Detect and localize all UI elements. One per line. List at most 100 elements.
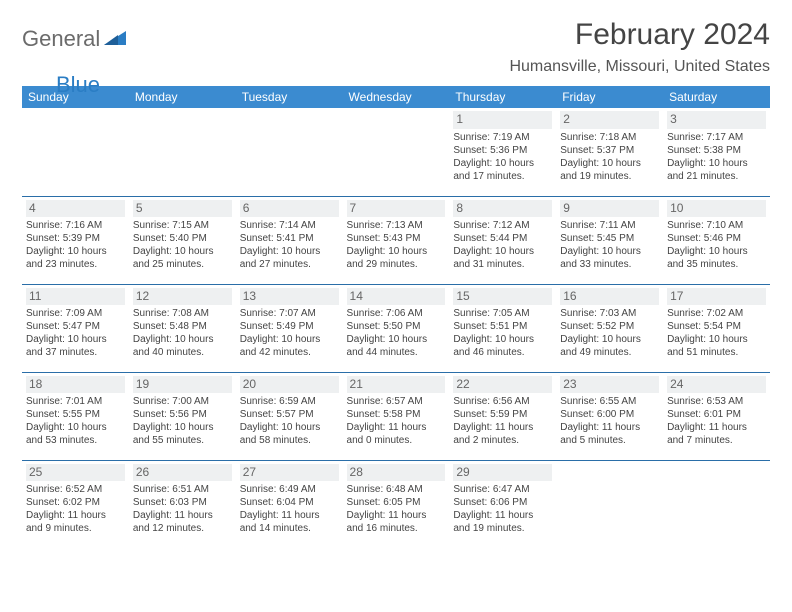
weekday-header: Monday [129, 86, 236, 108]
calendar-day-cell: 23Sunrise: 6:55 AMSunset: 6:00 PMDayligh… [556, 372, 663, 460]
calendar-day-cell [343, 108, 450, 196]
logo-triangle-icon [104, 29, 126, 50]
day-number: 4 [26, 200, 125, 218]
calendar-header-row: SundayMondayTuesdayWednesdayThursdayFrid… [22, 86, 770, 108]
sunset-label: Sunset: 5:56 PM [133, 408, 232, 421]
calendar-day-cell: 1Sunrise: 7:19 AMSunset: 5:36 PMDaylight… [449, 108, 556, 196]
daylight-label: Daylight: 10 hours and 51 minutes. [667, 333, 766, 359]
daylight-label: Daylight: 10 hours and 40 minutes. [133, 333, 232, 359]
calendar-day-cell: 19Sunrise: 7:00 AMSunset: 5:56 PMDayligh… [129, 372, 236, 460]
location-label: Humansville, Missouri, United States [509, 58, 770, 76]
sunset-label: Sunset: 5:50 PM [347, 320, 446, 333]
sunset-label: Sunset: 5:59 PM [453, 408, 552, 421]
sunset-label: Sunset: 5:52 PM [560, 320, 659, 333]
daylight-label: Daylight: 11 hours and 2 minutes. [453, 421, 552, 447]
sunrise-label: Sunrise: 7:12 AM [453, 219, 552, 232]
weekday-header: Thursday [449, 86, 556, 108]
calendar-day-cell: 28Sunrise: 6:48 AMSunset: 6:05 PMDayligh… [343, 460, 450, 548]
page-header: General February 2024 Humansville, Misso… [22, 18, 770, 76]
sunset-label: Sunset: 5:57 PM [240, 408, 339, 421]
sunset-label: Sunset: 5:45 PM [560, 232, 659, 245]
daylight-label: Daylight: 11 hours and 19 minutes. [453, 509, 552, 535]
calendar-week-row: 4Sunrise: 7:16 AMSunset: 5:39 PM Daylight… [22, 196, 770, 284]
calendar-day-cell [22, 108, 129, 196]
logo-text-general: General [22, 26, 100, 52]
daylight-label: Daylight: 10 hours and 27 minutes. [240, 245, 339, 271]
calendar-day-cell [556, 460, 663, 548]
month-title: February 2024 [509, 18, 770, 52]
calendar-day-cell: 21Sunrise: 6:57 AMSunset: 5:58 PMDayligh… [343, 372, 450, 460]
sunrise-label: Sunrise: 6:56 AM [453, 395, 552, 408]
calendar-day-cell: 17Sunrise: 7:02 AMSunset: 5:54 PMDayligh… [663, 284, 770, 372]
calendar-day-cell: 6Sunrise: 7:14 AMSunset: 5:41 PMDaylight… [236, 196, 343, 284]
day-number: 25 [26, 464, 125, 482]
calendar-day-cell: 8Sunrise: 7:12 AMSunset: 5:44 PMDaylight… [449, 196, 556, 284]
calendar-day-cell: 24Sunrise: 6:53 AMSunset: 6:01 PMDayligh… [663, 372, 770, 460]
calendar-day-cell: 5Sunrise: 7:15 AMSunset: 5:40 PMDaylight… [129, 196, 236, 284]
calendar-day-cell: 10Sunrise: 7:10 AMSunset: 5:46 PMDayligh… [663, 196, 770, 284]
daylight-label: Daylight: 11 hours and 12 minutes. [133, 509, 232, 535]
sunset-label: Sunset: 5:47 PM [26, 320, 125, 333]
sunrise-label: Sunrise: 7:08 AM [133, 307, 232, 320]
day-number: 28 [347, 464, 446, 482]
daylight-label: Daylight: 10 hours and 19 minutes. [560, 157, 659, 183]
calendar-day-cell: 29Sunrise: 6:47 AMSunset: 6:06 PMDayligh… [449, 460, 556, 548]
sunset-label: Sunset: 5:38 PM [667, 144, 766, 157]
calendar-day-cell: 15Sunrise: 7:05 AMSunset: 5:51 PMDayligh… [449, 284, 556, 372]
calendar-body: 1Sunrise: 7:19 AMSunset: 5:36 PMDaylight… [22, 108, 770, 548]
calendar-day-cell: 27Sunrise: 6:49 AMSunset: 6:04 PMDayligh… [236, 460, 343, 548]
sunrise-label: Sunrise: 6:47 AM [453, 483, 552, 496]
sunset-label: Sunset: 5:39 PM [26, 232, 125, 245]
calendar-day-cell: 9Sunrise: 7:11 AMSunset: 5:45 PMDaylight… [556, 196, 663, 284]
day-number: 23 [560, 376, 659, 394]
day-number: 1 [453, 111, 552, 129]
daylight-label: Daylight: 10 hours and 46 minutes. [453, 333, 552, 359]
sunset-label: Sunset: 6:00 PM [560, 408, 659, 421]
sunset-label: Sunset: 5:37 PM [560, 144, 659, 157]
day-number: 9 [560, 200, 659, 218]
daylight-label: Daylight: 10 hours and 21 minutes. [667, 157, 766, 183]
daylight-label: Daylight: 11 hours and 14 minutes. [240, 509, 339, 535]
calendar-table: SundayMondayTuesdayWednesdayThursdayFrid… [22, 86, 770, 548]
daylight-label: Daylight: 10 hours and 35 minutes. [667, 245, 766, 271]
daylight-label: Daylight: 10 hours and 53 minutes. [26, 421, 125, 447]
sunrise-label: Sunrise: 7:15 AM [133, 219, 232, 232]
sunrise-label: Sunrise: 7:16 AM [26, 219, 125, 232]
sunset-label: Sunset: 5:54 PM [667, 320, 766, 333]
weekday-header: Wednesday [343, 86, 450, 108]
logo-text-blue: Blue [56, 72, 100, 98]
weekday-header: Saturday [663, 86, 770, 108]
sunset-label: Sunset: 5:41 PM [240, 232, 339, 245]
sunrise-label: Sunrise: 7:19 AM [453, 131, 552, 144]
sunrise-label: Sunrise: 6:49 AM [240, 483, 339, 496]
sunrise-label: Sunrise: 7:02 AM [667, 307, 766, 320]
day-number: 3 [667, 111, 766, 129]
title-block: February 2024 Humansville, Missouri, Uni… [509, 18, 770, 76]
sunset-label: Sunset: 6:03 PM [133, 496, 232, 509]
sunrise-label: Sunrise: 7:07 AM [240, 307, 339, 320]
day-number: 27 [240, 464, 339, 482]
daylight-label: Daylight: 11 hours and 16 minutes. [347, 509, 446, 535]
day-number: 19 [133, 376, 232, 394]
day-number: 26 [133, 464, 232, 482]
day-number: 12 [133, 288, 232, 306]
sunrise-label: Sunrise: 7:01 AM [26, 395, 125, 408]
sunset-label: Sunset: 5:44 PM [453, 232, 552, 245]
daylight-label: Daylight: 10 hours and 49 minutes. [560, 333, 659, 359]
day-number: 5 [133, 200, 232, 218]
daylight-label: Daylight: 11 hours and 5 minutes. [560, 421, 659, 447]
day-number: 6 [240, 200, 339, 218]
daylight-label: Daylight: 10 hours and 29 minutes. [347, 245, 446, 271]
sunrise-label: Sunrise: 6:48 AM [347, 483, 446, 496]
calendar-day-cell: 22Sunrise: 6:56 AMSunset: 5:59 PMDayligh… [449, 372, 556, 460]
day-number: 21 [347, 376, 446, 394]
daylight-label: Daylight: 10 hours and 55 minutes. [133, 421, 232, 447]
daylight-label: Daylight: 10 hours and 33 minutes. [560, 245, 659, 271]
sunrise-label: Sunrise: 7:18 AM [560, 131, 659, 144]
daylight-label: Daylight: 10 hours and 37 minutes. [26, 333, 125, 359]
day-number: 20 [240, 376, 339, 394]
sunrise-label: Sunrise: 7:17 AM [667, 131, 766, 144]
logo: General [22, 26, 128, 52]
calendar-day-cell: 20Sunrise: 6:59 AMSunset: 5:57 PMDayligh… [236, 372, 343, 460]
calendar-day-cell: 13Sunrise: 7:07 AMSunset: 5:49 PMDayligh… [236, 284, 343, 372]
